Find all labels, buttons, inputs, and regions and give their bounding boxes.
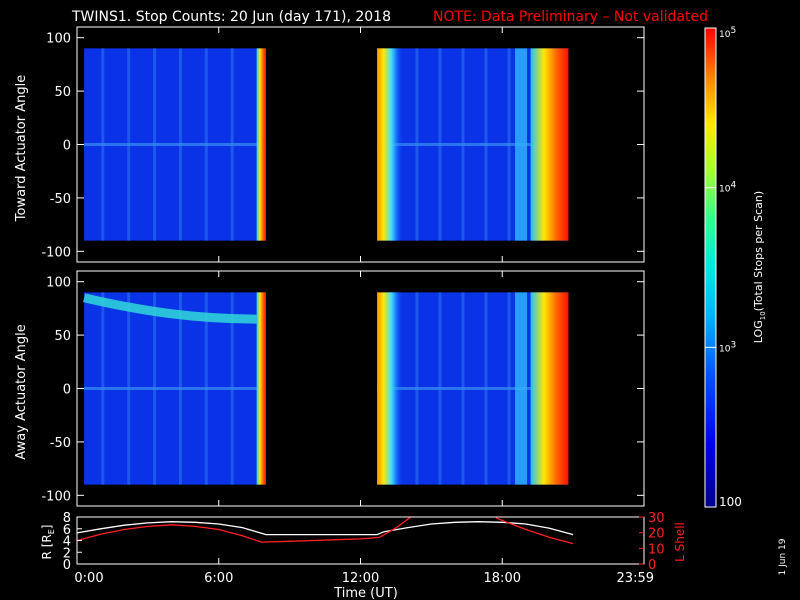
colorbar-tick-label: 100 bbox=[719, 495, 742, 509]
orbit-lines bbox=[77, 517, 574, 545]
zero-angle-line bbox=[377, 143, 531, 146]
away-angle-panel: 100 50 0 -50 -100 bbox=[41, 270, 645, 507]
preliminary-note: NOTE: Data Preliminary – Not validated bbox=[433, 9, 708, 25]
x-tick-label: 18:00 bbox=[484, 571, 521, 586]
y-tick-label: 0 bbox=[63, 558, 71, 573]
time-xlabel: Time (UT) bbox=[333, 586, 398, 600]
chart-title: TWINS1. Stop Counts: 20 Jun (day 171), 2… bbox=[71, 9, 391, 25]
heatmap-streak bbox=[515, 48, 528, 241]
heatmap-streak bbox=[515, 292, 528, 485]
radius-line bbox=[77, 521, 574, 536]
segment-start-gradient bbox=[377, 292, 404, 485]
toward-angle-panel: 100 50 0 -50 -100 bbox=[41, 26, 645, 263]
y-tick-label: 50 bbox=[54, 329, 71, 344]
toward-angle-ylabel: Toward Actuator Angle bbox=[14, 75, 29, 222]
y-tick-label: 8 bbox=[63, 511, 71, 526]
y-tick-label: -50 bbox=[50, 436, 71, 451]
y-tick-label: 4 bbox=[63, 535, 71, 550]
x-tick-label: 23:59 bbox=[617, 571, 654, 586]
colorbar-scale bbox=[704, 27, 717, 508]
y-tick-label: 50 bbox=[54, 85, 71, 100]
y-tick-label: 0 bbox=[63, 383, 71, 398]
segment-start-gradient bbox=[377, 48, 404, 241]
zero-angle-line bbox=[84, 143, 257, 146]
colorbar-tick-label: 103 bbox=[719, 340, 736, 354]
y2-tick-label: 30 bbox=[648, 511, 665, 526]
date-stamp: 1 Jun 19 bbox=[778, 538, 788, 575]
zero-angle-line bbox=[377, 387, 531, 390]
lshell-ylabel: L Shell bbox=[673, 522, 687, 562]
x-tick-label: 0:00 bbox=[74, 571, 103, 586]
segment-edge-gradient bbox=[256, 292, 266, 485]
x-tick-label: 6:00 bbox=[204, 571, 233, 586]
segment-edge-gradient bbox=[530, 48, 569, 241]
y-tick-label: -100 bbox=[41, 245, 71, 260]
lshell-line bbox=[77, 517, 574, 545]
y-tick-label: 6 bbox=[63, 523, 71, 538]
y2-tick-label: 10 bbox=[648, 542, 665, 557]
colorbar: 105 104 103 100 bbox=[704, 26, 742, 509]
zero-angle-line bbox=[84, 387, 257, 390]
x-tick-label: 12:00 bbox=[342, 571, 379, 586]
segment-edge-gradient bbox=[256, 48, 266, 241]
y-tick-label: -100 bbox=[41, 489, 71, 504]
y2-tick-label: 20 bbox=[648, 527, 665, 542]
y-tick-label: 100 bbox=[46, 276, 71, 291]
y-tick-label: 0 bbox=[63, 139, 71, 154]
colorbar-tick-label: 104 bbox=[719, 181, 736, 195]
radius-ylabel: R [RE] bbox=[40, 525, 56, 560]
trapped-band bbox=[83, 293, 257, 324]
y2-tick-label: 0 bbox=[648, 558, 656, 573]
away-angle-ylabel: Away Actuator Angle bbox=[14, 324, 29, 459]
colorbar-tick-label: 105 bbox=[719, 26, 736, 40]
segment-edge-gradient bbox=[530, 292, 569, 485]
y-tick-label: 2 bbox=[63, 546, 71, 561]
y-tick-label: 100 bbox=[46, 32, 71, 47]
colorbar-label: LOG10(Total Stops per Scan) bbox=[752, 191, 767, 343]
y-tick-label: -50 bbox=[50, 192, 71, 207]
